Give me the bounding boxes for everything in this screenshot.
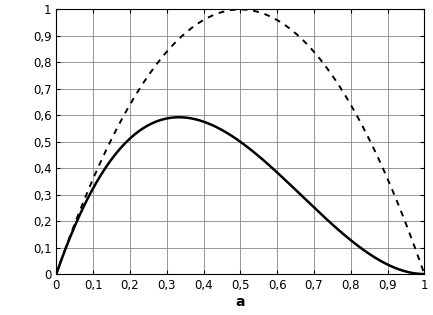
X-axis label: a: a	[236, 295, 245, 309]
